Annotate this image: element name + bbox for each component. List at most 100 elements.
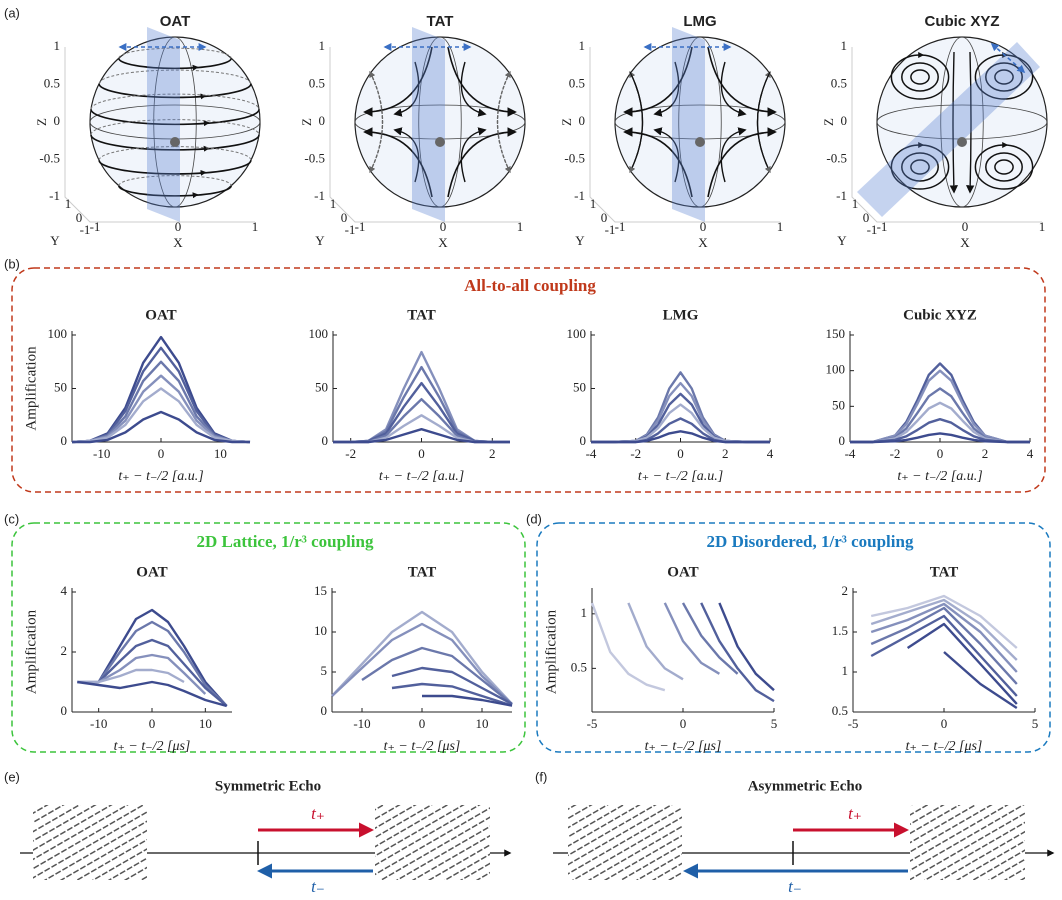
flow-line — [117, 58, 233, 70]
line — [71, 387, 251, 444]
y-tick-label: 50 — [315, 379, 328, 394]
x-tick-label: 5 — [1032, 716, 1039, 731]
line — [422, 694, 513, 707]
group-box — [11, 522, 526, 753]
echo-diagram: Symmetric Echo t₊ t₋ — [20, 778, 512, 896]
tick-label: 0 — [962, 219, 969, 234]
x-tick-label: 4 — [1027, 446, 1034, 461]
y-tick-label: 50 — [832, 397, 845, 412]
meridian — [153, 36, 197, 208]
line — [870, 598, 1018, 661]
tick-label: -0.5 — [39, 150, 60, 165]
tick-label: 1 — [517, 219, 524, 234]
y-tick-label: 100 — [826, 362, 846, 377]
y-tick-label: 50 — [573, 379, 586, 394]
flow-line — [98, 83, 252, 99]
y-tick-label: 0 — [61, 433, 68, 448]
x-tick-label: -5 — [848, 716, 859, 731]
y-tick-label: 0.5 — [832, 703, 848, 718]
y-tick-label: 1.5 — [832, 623, 848, 638]
line — [77, 680, 228, 708]
meridian — [678, 36, 722, 208]
axis-label: Z — [299, 118, 314, 126]
y-tick-label: 0 — [580, 433, 587, 448]
tick-label: -1 — [90, 219, 101, 234]
tick-label: -1 — [314, 188, 325, 203]
y-tick-label: 10 — [314, 623, 327, 638]
tick-label: 1 — [777, 219, 784, 234]
y-tick-label: 15 — [314, 583, 327, 598]
tick-label: 1 — [852, 196, 859, 211]
x-tick-label: 0 — [419, 716, 426, 731]
x-tick-label: -5 — [587, 716, 598, 731]
sphere-title: LMG — [683, 13, 716, 30]
line — [906, 622, 1018, 705]
axis-label: X — [960, 235, 970, 250]
flow-arrow — [200, 120, 210, 127]
flow-line — [496, 71, 511, 174]
y-tick-label: 5 — [321, 663, 328, 678]
flow-line — [756, 71, 771, 174]
axis-frame — [64, 47, 255, 223]
axis-frame — [851, 47, 1042, 223]
line — [71, 360, 251, 444]
y-tick-label: 2 — [842, 583, 849, 598]
axis-label: Y — [315, 233, 325, 248]
tick-label: 0 — [863, 210, 870, 225]
line — [331, 622, 513, 705]
flow-line — [98, 160, 252, 175]
flow-line — [460, 127, 487, 183]
symmetry-plane — [412, 27, 445, 222]
line — [77, 668, 185, 684]
line — [77, 653, 207, 695]
x-tick-label: 0 — [418, 446, 425, 461]
tick-label: -1 — [355, 219, 366, 234]
line — [591, 381, 770, 444]
axis-label: X — [698, 235, 708, 250]
flow-line — [90, 134, 260, 151]
tick-label: 0 — [175, 219, 182, 234]
line — [870, 602, 1018, 673]
panel-label: (c) — [4, 511, 19, 526]
sphere-title: Cubic XYZ — [924, 13, 999, 30]
y-tick-label: 1 — [842, 663, 849, 678]
symmetry-plane — [672, 27, 705, 222]
flow-line — [707, 46, 777, 117]
y-tick-label: 0 — [839, 433, 846, 448]
y-tick-label: 100 — [309, 326, 329, 341]
x-axis-label: t₊ − t₋/2 [a.u.] — [638, 469, 723, 484]
x-tick-label: -10 — [90, 716, 107, 731]
flow-line — [90, 93, 260, 110]
line — [627, 602, 684, 681]
tick-label: -1 — [605, 222, 616, 237]
group-title: 2D Lattice, 1/r³ coupling — [197, 532, 374, 551]
t-plus: t₊ — [311, 804, 325, 823]
flow-line — [393, 127, 420, 183]
tick-label: -1 — [345, 222, 356, 237]
tick-label: -1 — [80, 222, 91, 237]
tick-label: 0 — [76, 210, 83, 225]
line — [97, 638, 228, 707]
flow-line — [460, 61, 487, 117]
flow-line — [98, 146, 252, 161]
flow-line — [707, 127, 777, 198]
flow-line — [653, 127, 680, 183]
axis-label: Y — [575, 233, 585, 248]
chart-title: OAT — [145, 307, 176, 323]
line — [850, 369, 1030, 444]
x-tick-label: 0 — [158, 446, 165, 461]
x-tick-label: 0 — [680, 716, 687, 731]
line — [718, 602, 775, 692]
tick-label: 0 — [440, 219, 447, 234]
chart: Cubic XYZ 0 50 100 150 -4 -2 0 2 4 t₊ − t₋/2 [a.u.… — [826, 307, 1034, 484]
tick-label: 1 — [65, 196, 72, 211]
tick-label: 1 — [841, 38, 848, 53]
y-tick-label: 0 — [61, 703, 68, 718]
tick-label: 0.5 — [44, 75, 60, 90]
flow-loop — [901, 62, 939, 92]
chart: TAT 0 5 10 15 -10 0 10 t₊ − t₋/2 [μs] — [314, 564, 513, 754]
meridian — [940, 36, 984, 208]
line — [591, 430, 770, 444]
